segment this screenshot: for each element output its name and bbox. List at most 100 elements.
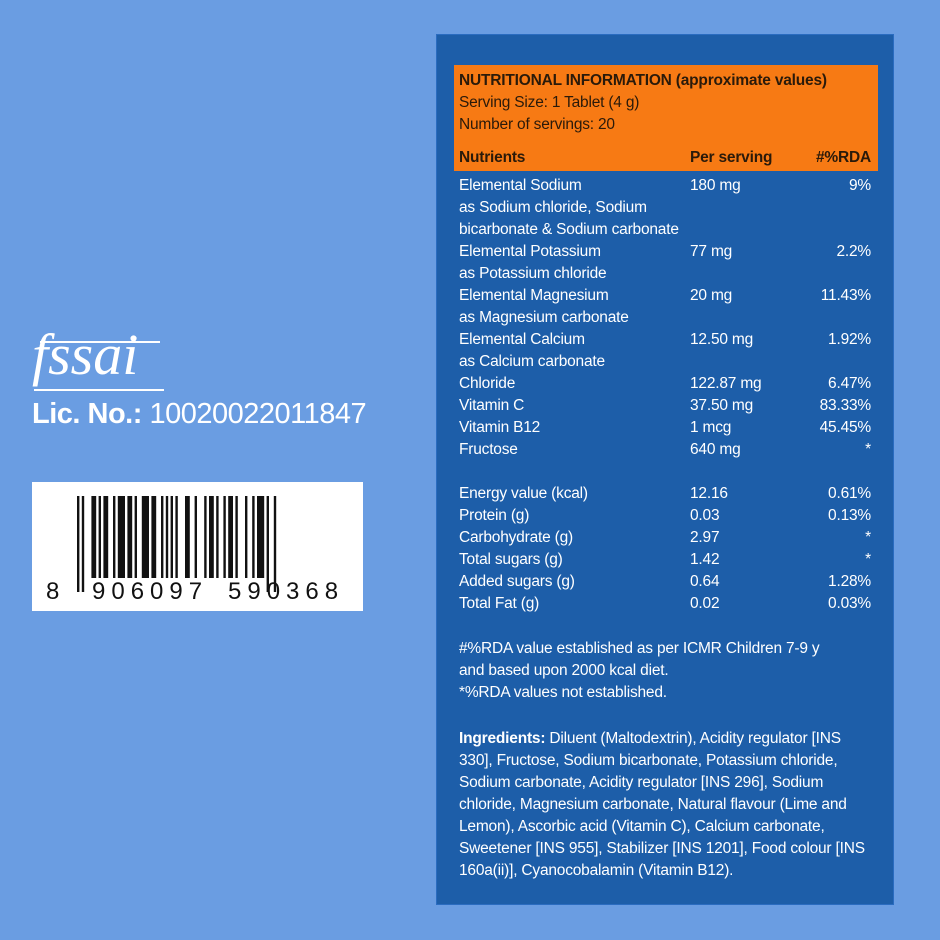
title-rest: (approximate values)	[671, 72, 827, 89]
nutrient-name: Elemental Calcium as Calcium carbonate	[459, 329, 605, 373]
barcode-bar	[273, 496, 277, 592]
barcode-bar	[134, 496, 137, 578]
nutrient-name: Fructose	[459, 439, 518, 461]
barcode-bar	[91, 496, 97, 578]
barcode-bar	[257, 496, 265, 578]
barcode-bar	[113, 496, 116, 578]
nutrient-name: Total sugars (g)	[459, 549, 563, 571]
nutrient-line: as Calcium carbonate	[459, 353, 605, 370]
per-serving-value: 640 mg	[690, 441, 741, 458]
rda-value: 0.03%	[828, 595, 871, 612]
barcode-digits-left: 906097	[92, 578, 209, 605]
barcode-bar	[194, 496, 197, 578]
nutrient-line: as Potassium chloride	[459, 265, 607, 282]
rda-value: 11.43%	[820, 287, 871, 304]
barcode-bar	[228, 496, 233, 578]
barcode-bar	[204, 496, 207, 578]
per-serving-value: 2.97	[690, 529, 720, 546]
nutrient-line: Fructose	[459, 441, 518, 458]
nutrient-line: Total sugars (g)	[459, 551, 563, 568]
barcode-bar	[98, 496, 101, 578]
nutrient-line: bicarbonate & Sodium carbonate	[459, 221, 679, 238]
barcode-bar	[209, 496, 214, 578]
per-serving-value: 0.64	[690, 573, 720, 590]
per-serving-value: 12.50 mg	[690, 331, 754, 348]
header-per-serving: Per serving	[690, 149, 773, 166]
barcode-digit-first: 8	[46, 578, 66, 605]
rda-value: *	[865, 529, 871, 546]
barcode-bar	[175, 496, 178, 578]
header-rda: #%RDA	[816, 149, 871, 166]
barcode-bars	[77, 496, 277, 592]
nutrient-name: Chloride	[459, 373, 515, 395]
nutrient-line: Elemental Calcium	[459, 331, 585, 348]
nutrient-name: Elemental Sodium as Sodium chloride, Sodi…	[459, 175, 679, 241]
nutrient-name: Protein (g)	[459, 505, 529, 527]
per-serving-value: 0.02	[690, 595, 720, 612]
servings-count: Number of servings: 20	[459, 116, 615, 133]
per-serving-value: 1 mcg	[690, 419, 732, 436]
nutrient-line: Protein (g)	[459, 507, 530, 524]
rda-value: 9%	[848, 177, 871, 194]
rda-value: 83.33%	[819, 397, 872, 414]
per-serving-value: 20 mg	[690, 287, 733, 304]
barcode-bar	[81, 496, 85, 592]
barcode-bar	[165, 496, 169, 578]
per-serving-value: 1.42	[690, 551, 720, 568]
rda-value: 0.61%	[828, 485, 871, 502]
nutrient-name: Elemental Magnesium as Magnesium carbonat…	[459, 285, 629, 329]
barcode-bar	[117, 496, 125, 578]
nutrient-line: Vitamin B12	[459, 419, 541, 436]
barcode-bar	[151, 496, 157, 578]
nutrient-line: Elemental Potassium	[459, 243, 601, 260]
nutrient-name: Vitamin C	[459, 395, 524, 417]
per-serving-value: 180 mg	[690, 177, 741, 194]
rda-value: 0.13%	[828, 507, 871, 524]
nutrient-line: as Sodium chloride, Sodium	[459, 199, 647, 216]
nutrient-line: as Magnesium carbonate	[459, 309, 629, 326]
nutrient-line: Added sugars (g)	[459, 573, 575, 590]
nutrition-header: NUTRITIONAL INFORMATION (approximate val…	[454, 65, 878, 171]
lic-value: 10020022011847	[149, 398, 367, 430]
license-number: Lic. No.: 10020022011847	[32, 398, 367, 431]
barcode-bar	[252, 496, 255, 578]
lic-label: Lic. No.:	[32, 398, 142, 430]
nutrient-line: Energy value (kcal)	[459, 485, 588, 502]
fssai-logo-text: fssai	[32, 322, 139, 387]
nutrient-name: Carbohydrate (g)	[459, 527, 573, 549]
serving-size: Serving Size: 1 Tablet (4 g)	[459, 94, 640, 111]
nutrition-panel: NUTRITIONAL INFORMATION (approximate val…	[436, 34, 894, 905]
barcode-bar	[127, 496, 133, 578]
per-serving-value: 77 mg	[690, 243, 733, 260]
nutrient-line: Elemental Magnesium	[459, 287, 609, 304]
barcode-bar	[235, 496, 238, 578]
barcode-bar	[216, 496, 219, 578]
nutrient-line: Carbohydrate (g)	[459, 529, 573, 546]
barcode-bar	[141, 496, 149, 578]
ingredients-text: Diluent (Maltodextrin), Acidity regulato…	[459, 730, 865, 879]
barcode-bar	[161, 496, 164, 578]
header-nutrients: Nutrients	[459, 149, 526, 166]
barcode-bar	[245, 496, 248, 578]
nutrient-line: Total Fat (g)	[459, 595, 540, 612]
nutrient-name: Total Fat (g)	[459, 593, 539, 615]
nutrient-name: Energy value (kcal)	[459, 483, 588, 505]
barcode: 8 906097 590368	[32, 482, 363, 611]
barcode-bar	[170, 496, 173, 578]
nutrient-name: Elemental Potassium as Potassium chloride	[459, 241, 607, 285]
per-serving-value: 12.16	[690, 485, 728, 502]
ingredients: Ingredients: Diluent (Maltodextrin), Aci…	[459, 728, 871, 882]
rda-value: *	[865, 441, 871, 458]
footnote-not-established: *%RDA values not established.	[459, 684, 667, 701]
nutrient-name: Added sugars (g)	[459, 571, 575, 593]
barcode-bar	[223, 496, 226, 578]
per-serving-value: 122.87 mg	[690, 375, 762, 392]
rda-value: 6.47%	[828, 375, 871, 392]
rda-value: *	[865, 551, 871, 568]
footnote-rda: #%RDA value established as per ICMR Chil…	[459, 640, 820, 657]
footnote-diet: and based upon 2000 kcal diet.	[459, 662, 669, 679]
rda-value: 45.45%	[819, 419, 872, 436]
nutrient-line: Chloride	[459, 375, 516, 392]
barcode-bar	[103, 496, 109, 578]
fssai-logo: fssai	[32, 322, 164, 391]
